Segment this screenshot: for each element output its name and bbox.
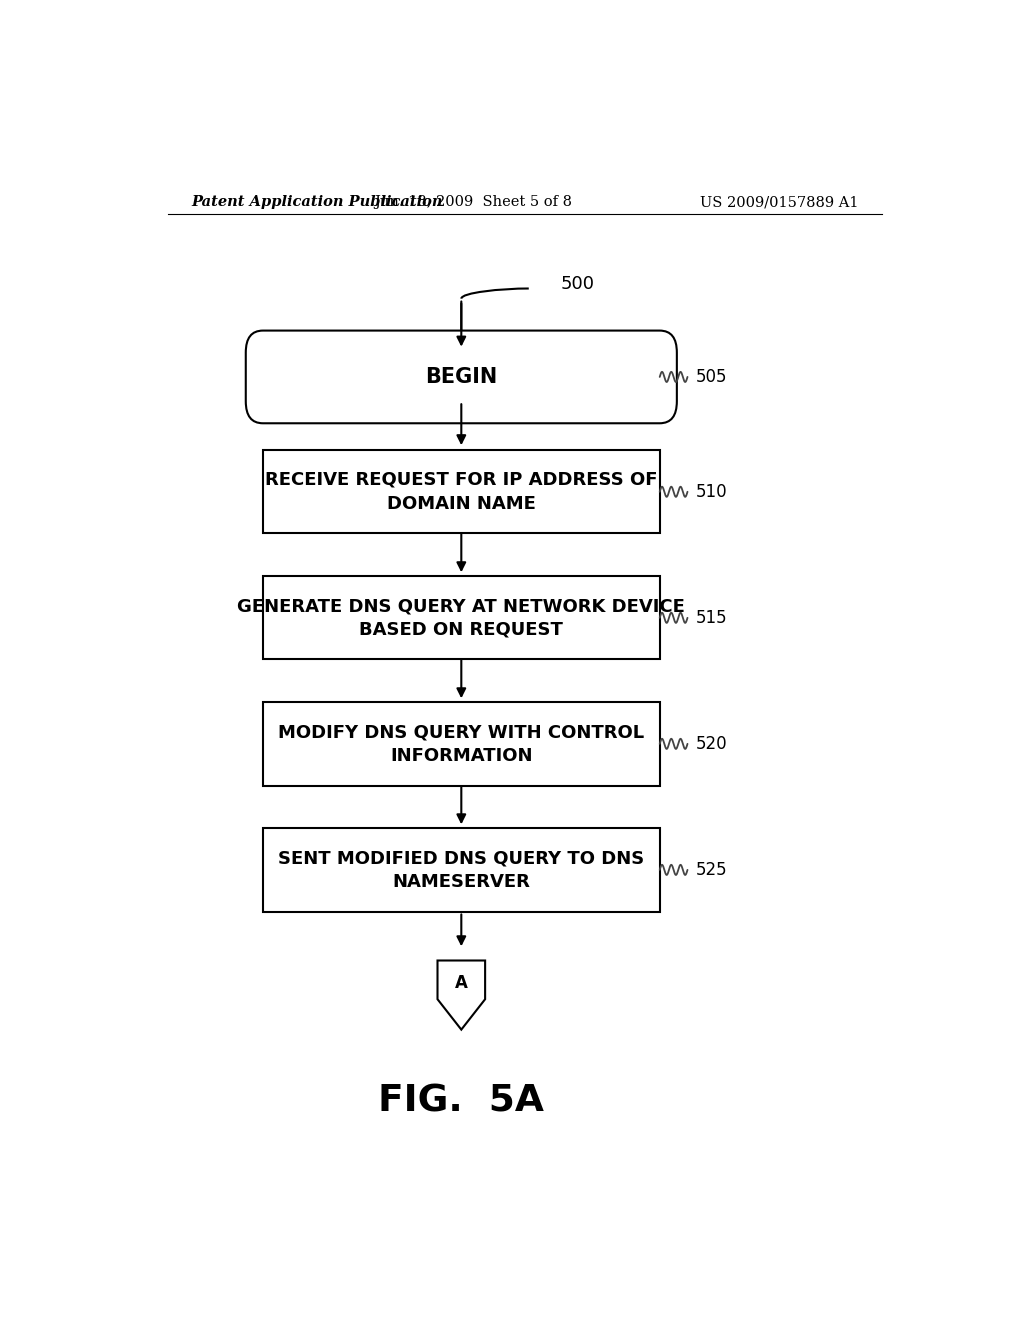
- Text: RECEIVE REQUEST FOR IP ADDRESS OF
DOMAIN NAME: RECEIVE REQUEST FOR IP ADDRESS OF DOMAIN…: [265, 471, 657, 512]
- Text: 505: 505: [695, 368, 727, 385]
- Text: MODIFY DNS QUERY WITH CONTROL
INFORMATION: MODIFY DNS QUERY WITH CONTROL INFORMATIO…: [279, 723, 644, 764]
- Polygon shape: [437, 961, 485, 1030]
- Text: GENERATE DNS QUERY AT NETWORK DEVICE
BASED ON REQUEST: GENERATE DNS QUERY AT NETWORK DEVICE BAS…: [238, 597, 685, 639]
- Text: 515: 515: [695, 609, 727, 627]
- Text: Patent Application Publication: Patent Application Publication: [191, 195, 443, 209]
- Text: 520: 520: [695, 735, 727, 752]
- Text: Jun. 18, 2009  Sheet 5 of 8: Jun. 18, 2009 Sheet 5 of 8: [374, 195, 572, 209]
- Bar: [263, 576, 659, 660]
- Bar: [263, 702, 659, 785]
- Text: BEGIN: BEGIN: [425, 367, 498, 387]
- Text: 525: 525: [695, 861, 727, 879]
- Bar: [263, 828, 659, 912]
- Text: FIG.  5A: FIG. 5A: [379, 1084, 544, 1119]
- Bar: [263, 450, 659, 533]
- Text: US 2009/0157889 A1: US 2009/0157889 A1: [699, 195, 858, 209]
- Text: SENT MODIFIED DNS QUERY TO DNS
NAMESERVER: SENT MODIFIED DNS QUERY TO DNS NAMESERVE…: [279, 849, 644, 891]
- Text: A: A: [455, 974, 468, 993]
- Text: 510: 510: [695, 483, 727, 500]
- FancyBboxPatch shape: [246, 330, 677, 424]
- Text: 500: 500: [560, 276, 595, 293]
